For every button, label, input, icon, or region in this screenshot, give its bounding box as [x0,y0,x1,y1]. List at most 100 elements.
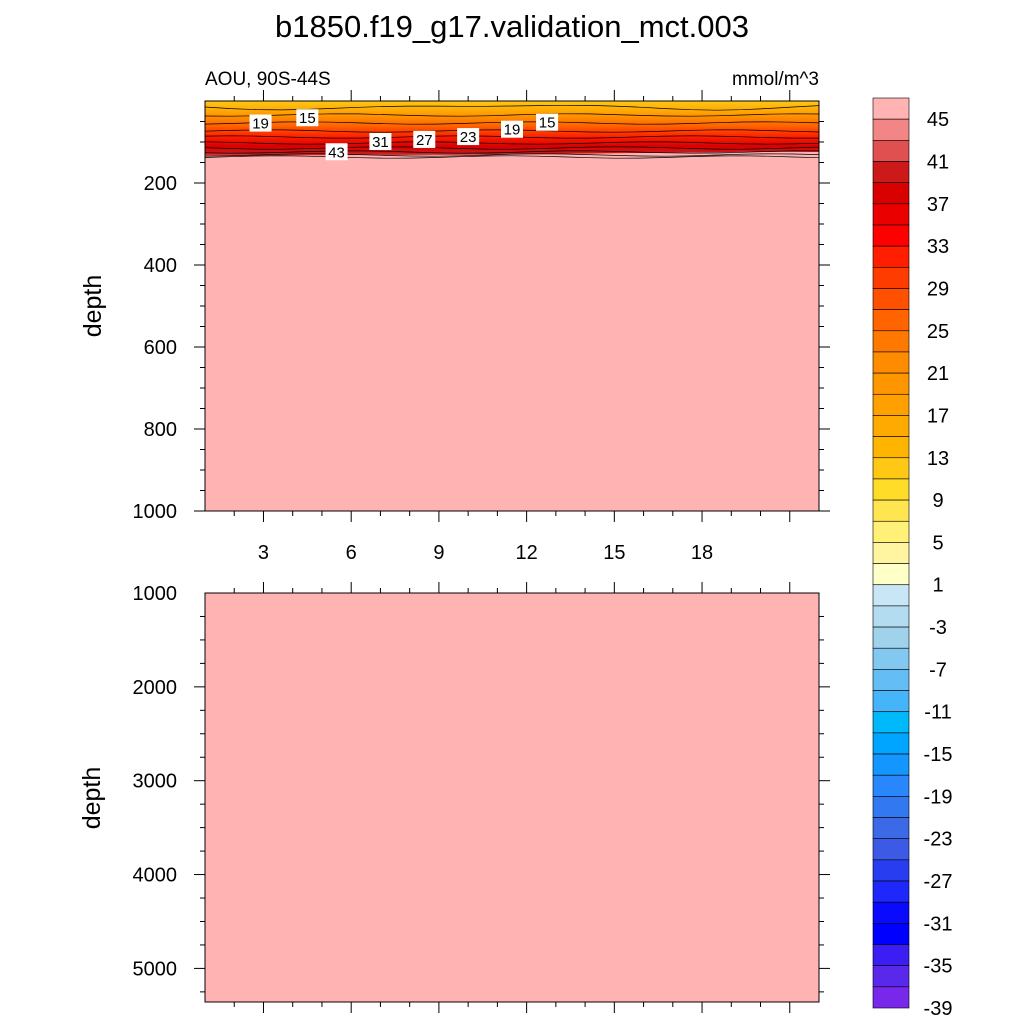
contour-label: 15 [296,109,319,127]
colorbar-label: 9 [932,490,943,512]
colorbar-box [872,605,910,628]
colorbar-box [872,838,910,861]
y-tick-label: 1000 [133,583,178,605]
colorbar-label: -19 [924,786,953,808]
lower-y-axis: 1000 2000 3000 4000 5000 [133,583,830,993]
colorbar-box [872,923,910,945]
colorbar-box [872,203,910,226]
y-tick-label: 2000 [133,677,178,699]
colorbar-label: 17 [927,405,949,427]
contour-label-text: 15 [539,115,556,132]
colorbar-box [872,118,910,141]
colorbar-label: 25 [927,321,949,343]
contour-label: 23 [457,128,480,146]
colorbar-box [872,267,910,289]
y-tick-label: 3000 [133,771,178,793]
colorbar-box [872,478,910,501]
colorbar-box [872,669,910,691]
colorbar-box [872,796,910,818]
x-tick-label: 15 [603,542,625,564]
contour-label-text: 23 [460,129,477,146]
colorbar-label: 5 [932,532,943,554]
colorbar-boxes [872,97,910,1009]
colorbar-box [872,859,910,882]
colorbar-label: 33 [927,236,949,258]
contour-label: 15 [536,113,559,132]
y-tick-label: 800 [144,419,177,441]
colorbar-box [872,224,910,247]
colorbar-box [872,161,910,183]
colorbar-box [872,182,910,205]
colorbar-label: 37 [927,194,949,216]
colorbar-box [872,330,910,353]
colorbar-label: 41 [927,151,949,173]
lower-fill [205,593,819,1002]
colorbar-label: 13 [927,448,949,470]
colorbar: 45 41 37 33 29 25 21 17 13 9 5 1 -3 -7 -11 -15 -19 -23 -27… [872,97,953,1020]
x-tick-label: 6 [346,542,357,564]
contour-label: 19 [501,120,523,139]
upper-panel-left-label: AOU, 90S-44S [205,69,331,90]
colorbar-box [872,965,910,988]
contour-label-text: 15 [299,110,316,127]
colorbar-label: 29 [927,278,949,300]
contour-label-text: 19 [252,116,269,133]
colorbar-labels: 45 41 37 33 29 25 21 17 13 9 5 1 -3 -7 -11 -15 -19 -23 -27… [924,109,953,1020]
upper-y-axis-label: depth [79,275,107,338]
colorbar-box [872,457,910,480]
colorbar-box [872,97,910,120]
colorbar-label: 45 [927,109,949,131]
y-tick-label: 400 [144,255,177,277]
colorbar-label: -35 [924,956,953,978]
upper-y-axis: 200 400 600 800 1000 [133,121,830,523]
contour-label: 19 [249,114,272,133]
colorbar-label: -39 [924,998,953,1020]
contour-line [205,150,819,154]
colorbar-box [872,372,910,395]
lower-y-axis-label: depth [78,767,106,830]
colorbar-box [872,690,910,713]
colorbar-label: -11 [924,702,951,724]
y-tick-label: 4000 [133,865,178,887]
x-tick-label: 3 [258,542,269,564]
colorbar-box [872,563,910,586]
contour-line [205,155,819,159]
lower-plot-frame [204,592,820,1003]
colorbar-box [872,901,910,924]
colorbar-label: -7 [929,659,947,681]
colorbar-box [872,647,910,670]
upper-deep-fill [205,101,819,511]
lower-panel: 1000 2000 3000 4000 5000 depth [78,582,830,1013]
x-tick-label: 12 [515,542,537,564]
colorbar-box [872,393,910,416]
contour-label: 43 [325,143,348,161]
colorbar-box [872,140,910,162]
colorbar-box [872,245,910,268]
colorbar-box [872,880,910,903]
contour-label-text: 43 [328,144,345,161]
colorbar-box [872,584,910,607]
colorbar-box [872,711,910,734]
upper-x-axis: 3 6 9 12 15 18 [233,90,791,564]
colorbar-label: -23 [924,829,953,851]
colorbar-label: -3 [929,617,947,639]
figure-title: b1850.f19_g17.validation_mct.003 [275,9,749,44]
colorbar-label: -15 [924,744,953,766]
x-tick-label: 9 [433,542,444,564]
colorbar-box [872,351,910,374]
colorbar-box [872,986,910,1009]
contour-line [205,141,819,145]
upper-contour-labels: 19 15 43 31 27 23 19 15 [249,109,559,161]
colorbar-label: 21 [927,363,949,385]
colorbar-box [872,542,910,564]
colorbar-box [872,753,910,776]
y-tick-label: 1000 [133,501,178,523]
colorbar-box [872,774,910,797]
colorbar-box [872,309,910,332]
colorbar-box [872,499,910,522]
contour-label-text: 27 [416,132,433,149]
colorbar-label: 1 [932,575,943,597]
y-tick-label: 200 [144,173,177,195]
contour-label-text: 31 [372,134,389,151]
